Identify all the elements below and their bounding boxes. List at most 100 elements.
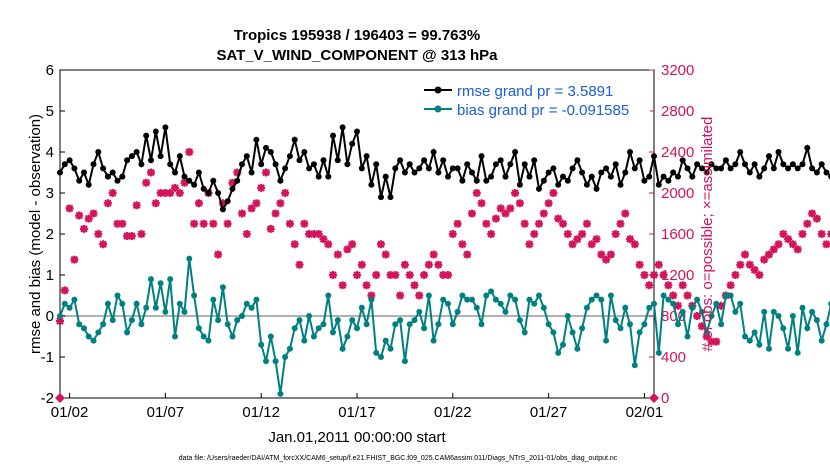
obs-count-marker <box>501 209 510 218</box>
obs-count-marker <box>535 219 544 228</box>
bias-point <box>646 304 653 311</box>
obs-count-marker <box>592 235 601 244</box>
obs-count-marker <box>372 271 381 279</box>
bias-point <box>205 337 212 344</box>
obs-count-marker <box>166 189 175 197</box>
rmse-point <box>258 161 265 168</box>
obs-count-marker <box>247 204 256 213</box>
rmse-point <box>219 206 226 213</box>
obs-count-marker <box>424 260 433 269</box>
bias-point <box>85 333 92 340</box>
rmse-point <box>61 161 68 168</box>
legend-rmse-marker <box>434 86 442 94</box>
bias-point <box>373 349 380 356</box>
obs-count-marker <box>295 260 304 269</box>
bias-point <box>200 333 207 340</box>
obs-count-marker <box>659 271 668 279</box>
bias-point <box>277 390 284 397</box>
rmse-point <box>176 153 183 160</box>
obs-count-marker <box>769 245 778 254</box>
bias-point <box>737 300 744 307</box>
bias-point <box>598 296 605 303</box>
obs-count-marker <box>132 201 141 210</box>
bias-point <box>229 333 236 340</box>
bias-point <box>181 308 188 315</box>
bias-point <box>416 308 423 315</box>
obs-count-marker <box>673 301 682 310</box>
rmse-point <box>200 185 207 192</box>
rmse-point <box>234 177 241 184</box>
bias-point <box>698 308 705 315</box>
rmse-point <box>397 157 404 164</box>
rmse-point <box>483 177 490 184</box>
rmse-point <box>392 165 399 172</box>
bias-point <box>210 296 217 303</box>
bias-point <box>224 321 231 328</box>
bias-point <box>191 292 198 299</box>
rmse-point <box>708 161 715 168</box>
obs-count-marker <box>554 214 563 223</box>
rmse-point <box>612 161 619 168</box>
rmse-point <box>253 136 260 143</box>
obs-count-marker <box>89 209 98 218</box>
bias-point <box>148 276 154 283</box>
obs-count-marker <box>664 281 673 290</box>
obs-count-marker <box>472 189 481 197</box>
bias-point <box>631 362 638 369</box>
x-tick-label: 01/07 <box>147 404 185 421</box>
obs-count-marker <box>151 199 160 208</box>
obs-count-marker <box>94 230 103 238</box>
bias-point <box>708 313 715 319</box>
obs-count-marker <box>108 189 117 197</box>
bias-point <box>263 358 269 365</box>
obs-count-marker <box>616 219 625 228</box>
obs-count-marker <box>736 260 745 269</box>
rmse-point <box>109 169 116 176</box>
rmse-point <box>224 198 231 205</box>
rmse-point <box>607 173 614 180</box>
y-axis-label-left: rmse and bias (model - observation) <box>27 114 44 354</box>
rmse-point <box>100 165 107 172</box>
obs-count-marker <box>491 214 500 223</box>
bias-point <box>579 325 586 332</box>
rmse-point <box>665 177 672 184</box>
bias-point <box>401 358 408 365</box>
obs-count-marker <box>683 291 692 300</box>
rmse-point <box>464 161 471 168</box>
bias-point <box>813 317 820 324</box>
rmse-point <box>85 181 92 188</box>
obs-count-marker <box>348 240 357 249</box>
bias-point <box>665 296 672 303</box>
bias-point <box>785 345 792 352</box>
bias-point <box>310 333 317 340</box>
x-tick-label: 01/12 <box>242 404 280 421</box>
obs-count-marker <box>506 204 515 213</box>
bias-point <box>464 296 471 303</box>
obs-count-marker <box>764 250 773 259</box>
bias-point <box>469 296 475 303</box>
obs-count-marker <box>784 235 793 244</box>
bias-point <box>100 321 107 328</box>
rmse-point <box>138 161 145 168</box>
bias-point <box>746 337 753 344</box>
rmse-point <box>651 153 657 160</box>
rmse-point <box>119 173 126 180</box>
bias-point <box>449 321 456 328</box>
bias-point <box>789 313 796 319</box>
obs-count-marker <box>271 209 280 218</box>
rmse-point <box>737 149 744 155</box>
obs-count-marker <box>822 240 830 249</box>
rmse-point <box>617 181 624 188</box>
rmse-point <box>679 157 686 164</box>
obs-count-marker <box>84 214 93 223</box>
obs-count-marker <box>793 245 802 254</box>
obs-count-marker <box>640 271 649 279</box>
bias-point <box>512 296 519 303</box>
bias-point <box>133 300 140 307</box>
bias-point <box>718 321 725 328</box>
rmse-point <box>780 161 787 168</box>
bias-point <box>751 329 758 336</box>
bias-point <box>459 292 466 299</box>
bias-point <box>560 341 566 348</box>
bias-point <box>119 300 126 307</box>
